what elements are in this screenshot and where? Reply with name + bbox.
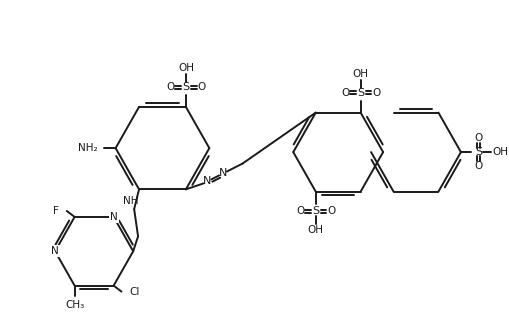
Text: S: S	[357, 88, 364, 98]
Text: CH₃: CH₃	[65, 300, 84, 311]
Text: O: O	[474, 161, 483, 171]
Text: O: O	[166, 82, 175, 92]
Text: N: N	[110, 212, 118, 222]
Text: OH: OH	[353, 69, 369, 79]
Text: S: S	[475, 147, 482, 157]
Text: O: O	[296, 207, 304, 216]
Text: O: O	[197, 82, 206, 92]
Text: O: O	[341, 88, 349, 98]
Text: F: F	[53, 206, 59, 216]
Text: S: S	[182, 82, 189, 92]
Text: N: N	[203, 177, 212, 186]
Text: O: O	[327, 207, 335, 216]
Text: N: N	[51, 246, 59, 256]
Text: O: O	[372, 88, 380, 98]
Text: NH₂: NH₂	[78, 143, 98, 153]
Text: OH: OH	[178, 63, 194, 73]
Text: OH: OH	[308, 225, 324, 235]
Text: Cl: Cl	[129, 286, 139, 297]
Text: OH: OH	[492, 147, 508, 157]
Text: N: N	[219, 169, 227, 179]
Text: O: O	[474, 133, 483, 143]
Text: NH: NH	[124, 196, 139, 206]
Text: S: S	[312, 207, 319, 216]
